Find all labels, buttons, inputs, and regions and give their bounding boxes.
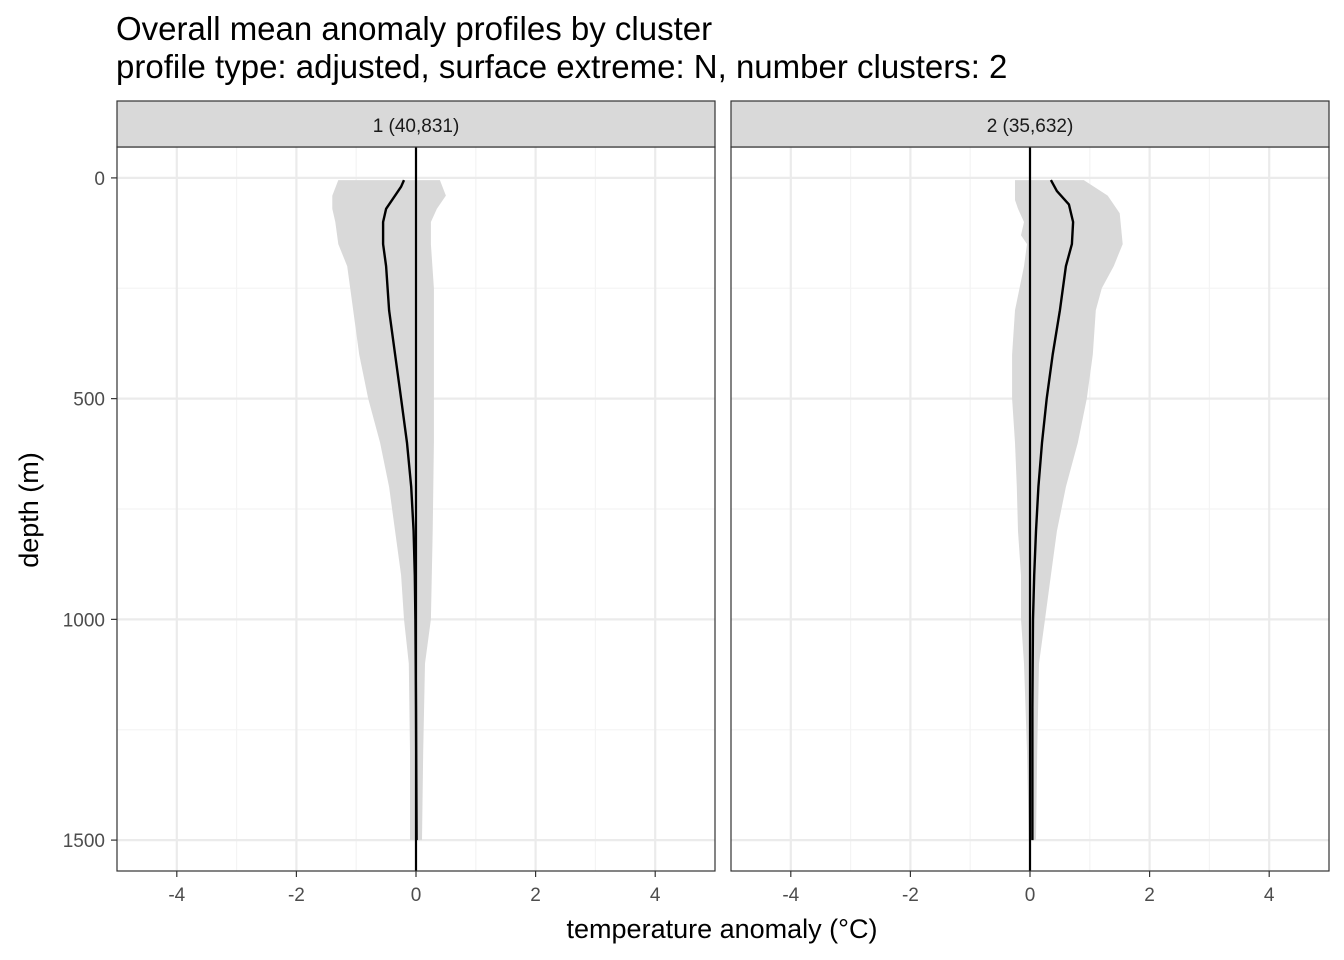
panel-1: 1 (40,831) -4 -2 0 2 4 0 500 1000 1500 (63, 100, 716, 906)
y-tick-label: 500 (73, 390, 105, 411)
strip-label: 1 (40,831) (373, 116, 460, 137)
y-tick-label: 1000 (63, 610, 105, 631)
x-tick-label: -4 (782, 885, 799, 906)
y-axis-title: depth (m) (14, 452, 44, 568)
chart-title: Overall mean anomaly profiles by cluster (116, 10, 713, 47)
chart-subtitle: profile type: adjusted, surface extreme:… (116, 48, 1008, 85)
anomaly-band (332, 180, 446, 841)
x-tick-label: -4 (168, 885, 185, 906)
x-tick-label: -2 (288, 885, 305, 906)
x-tick-label: 0 (1025, 885, 1036, 906)
strip (730, 100, 1330, 148)
strip (116, 100, 716, 148)
x-tick-label: 4 (1264, 885, 1275, 906)
x-tick-label: 2 (530, 885, 541, 906)
anomaly-band (1012, 180, 1123, 841)
x-tick-label: 4 (650, 885, 661, 906)
mean-profile-line (1031, 179, 1075, 841)
y-tick-label: 0 (94, 169, 105, 190)
x-tick-label: 0 (411, 885, 422, 906)
x-tick-label: -2 (902, 885, 919, 906)
y-tick-label: 1500 (63, 831, 105, 852)
strip-label: 2 (35,632) (987, 116, 1074, 137)
panel-2: 2 (35,632) -4 -2 0 2 4 (730, 100, 1330, 906)
x-tick-label: 2 (1144, 885, 1155, 906)
x-axis-title: temperature anomaly (°C) (567, 914, 878, 944)
mean-profile-line (381, 179, 418, 841)
